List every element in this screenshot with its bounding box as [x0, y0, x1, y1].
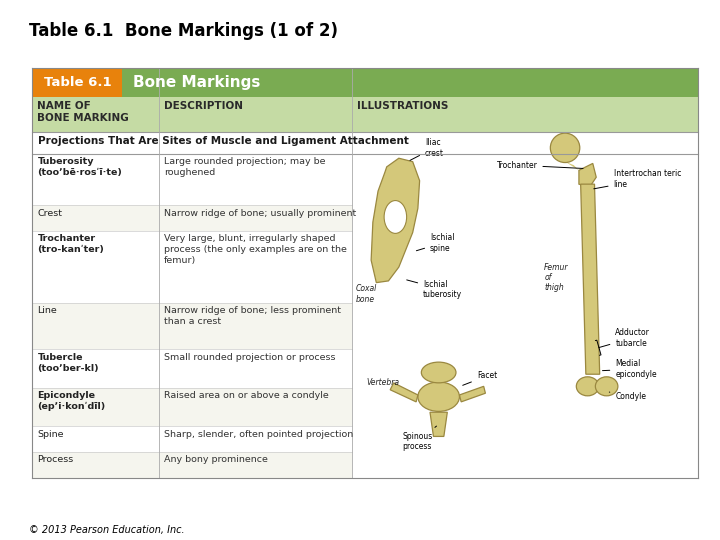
Text: Any bony prominence: Any bony prominence — [164, 455, 268, 464]
Polygon shape — [371, 158, 420, 282]
Text: Adductor
tubarcle: Adductor tubarcle — [595, 328, 650, 355]
Text: Line: Line — [37, 306, 57, 315]
Text: Process: Process — [37, 455, 73, 464]
Polygon shape — [459, 386, 485, 402]
Text: ILLUSTRATIONS: ILLUSTRATIONS — [357, 101, 449, 111]
Text: Projections That Are Sites of Muscle and Ligament Attachment: Projections That Are Sites of Muscle and… — [38, 136, 409, 146]
Text: Table 6.1  Bone Markings (1 of 2): Table 6.1 Bone Markings (1 of 2) — [29, 22, 338, 39]
Text: Spinous
process: Spinous process — [402, 426, 436, 451]
Ellipse shape — [418, 382, 459, 411]
Text: Tuberosity
(tooʼbē·rosʹī·te): Tuberosity (tooʼbē·rosʹī·te) — [37, 157, 122, 177]
Text: Coxal
bone: Coxal bone — [356, 285, 377, 304]
Polygon shape — [579, 164, 596, 187]
Text: Epicondyle
(epʼi·konʹdīl): Epicondyle (epʼi·konʹdīl) — [37, 391, 106, 411]
Text: Iliac
crest: Iliac crest — [410, 138, 444, 160]
Text: © 2013 Pearson Education, Inc.: © 2013 Pearson Education, Inc. — [29, 524, 184, 535]
Text: Tubercle
(tooʼber-kl): Tubercle (tooʼber-kl) — [37, 353, 99, 373]
Text: Narrow ridge of bone; usually prominent: Narrow ridge of bone; usually prominent — [164, 208, 356, 218]
Text: Raised area on or above a condyle: Raised area on or above a condyle — [164, 391, 329, 400]
Text: Small rounded projection or process: Small rounded projection or process — [164, 353, 336, 362]
Ellipse shape — [576, 377, 599, 396]
Text: NAME OF
BONE MARKING: NAME OF BONE MARKING — [37, 101, 129, 123]
Text: Trochanter
(tro-kanʹter): Trochanter (tro-kanʹter) — [37, 234, 104, 254]
Ellipse shape — [595, 377, 618, 396]
Text: Facet: Facet — [463, 372, 497, 386]
Text: Intertrochan teric
line: Intertrochan teric line — [594, 169, 681, 189]
Text: DESCRIPTION: DESCRIPTION — [164, 101, 243, 111]
Text: Very large, blunt, irregularly shaped
process (the only examples are on the
femu: Very large, blunt, irregularly shaped pr… — [164, 234, 347, 266]
Polygon shape — [430, 412, 447, 436]
Polygon shape — [565, 161, 584, 176]
Text: Medial
epicondyle: Medial epicondyle — [603, 359, 657, 379]
Ellipse shape — [384, 200, 407, 233]
Text: Crest: Crest — [37, 208, 63, 218]
Text: Large rounded projection; may be
roughened: Large rounded projection; may be roughen… — [164, 157, 325, 177]
Text: Spine: Spine — [37, 430, 64, 438]
Text: Bone Markings: Bone Markings — [133, 75, 261, 90]
Text: Sharp, slender, often pointed projection: Sharp, slender, often pointed projection — [164, 430, 354, 438]
Ellipse shape — [421, 362, 456, 383]
Text: Table 6.1: Table 6.1 — [43, 76, 111, 89]
Polygon shape — [580, 184, 600, 374]
Text: Trochanter: Trochanter — [497, 160, 583, 170]
Text: Vertebra: Vertebra — [366, 379, 399, 387]
Text: Condyle: Condyle — [609, 392, 647, 401]
Text: Narrow ridge of bone; less prominent
than a crest: Narrow ridge of bone; less prominent tha… — [164, 306, 341, 326]
Text: Femur
of
thigh: Femur of thigh — [544, 262, 569, 292]
Text: Ischial
tuberosity: Ischial tuberosity — [407, 280, 462, 299]
Ellipse shape — [550, 133, 580, 163]
Polygon shape — [390, 383, 418, 402]
Text: Ischial
spine: Ischial spine — [416, 233, 454, 253]
